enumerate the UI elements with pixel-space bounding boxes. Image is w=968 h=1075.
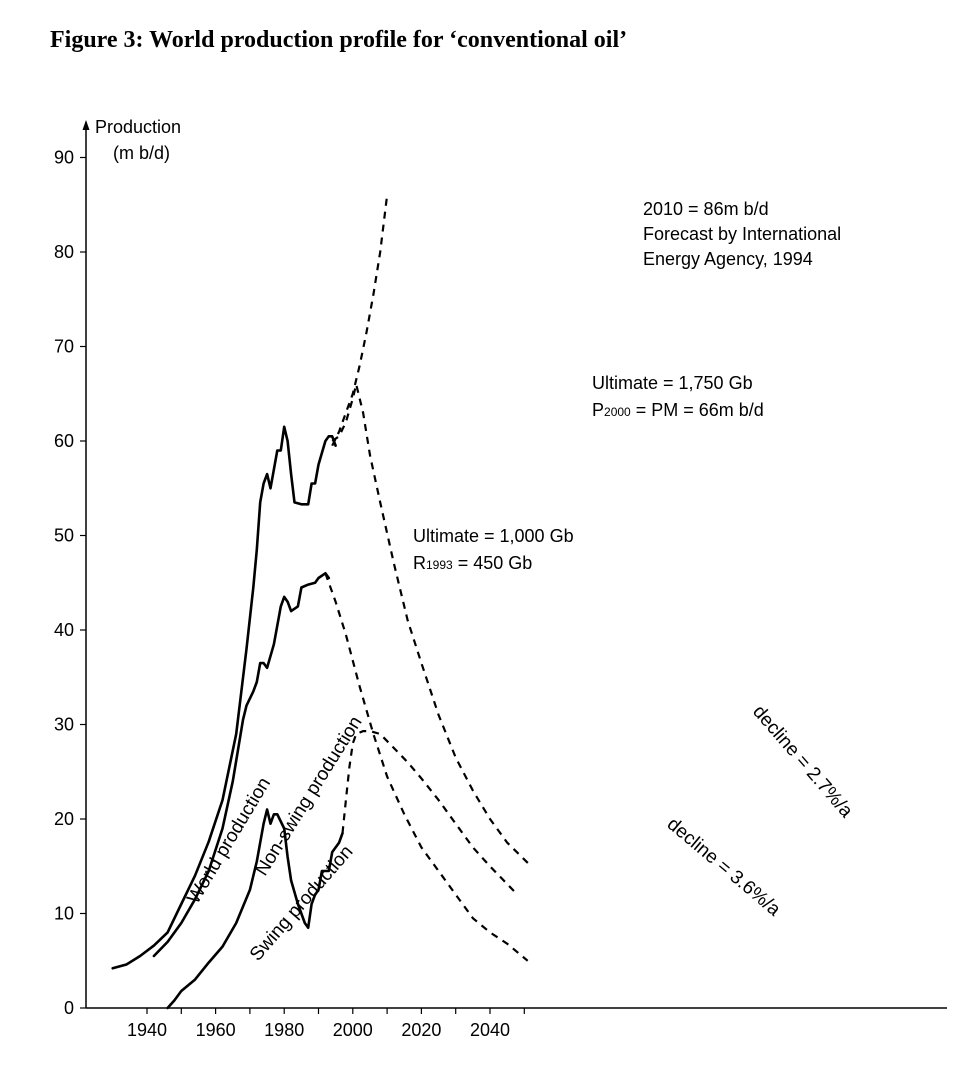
series-layer bbox=[111, 195, 532, 1010]
series-line-iea bbox=[331, 195, 389, 447]
y-tick-label: 70 bbox=[54, 337, 74, 357]
y-axis-label-line2: (m b/d) bbox=[113, 143, 170, 163]
x-tick-label: 2040 bbox=[470, 1020, 510, 1040]
ultimate-1000-line2: R1993 = 450 Gb bbox=[413, 553, 532, 573]
y-tick-label: 40 bbox=[54, 620, 74, 640]
y-axis-label-line1: Production bbox=[95, 117, 181, 137]
series-line-swing bbox=[166, 808, 344, 1010]
y-ticks: 0 10 20 30 40 50 60 70 80 90 bbox=[54, 148, 86, 1018]
x-ticks: 1940 1960 1980 2000 2020 2040 bbox=[127, 1008, 525, 1040]
x-tick-label: 2000 bbox=[333, 1020, 373, 1040]
x-tick-label: 1980 bbox=[264, 1020, 304, 1040]
ultimate-1000-line1: Ultimate = 1,000 Gb bbox=[413, 526, 574, 546]
x-tick-label: 2020 bbox=[401, 1020, 441, 1040]
y-tick-label: 90 bbox=[54, 148, 74, 168]
series-line-world bbox=[111, 425, 337, 970]
series-line-proj1000 bbox=[324, 572, 529, 962]
y-tick-label: 20 bbox=[54, 809, 74, 829]
iea-annotation-line3: Energy Agency, 1994 bbox=[643, 249, 813, 269]
iea-annotation-line1: 2010 = 86m b/d bbox=[643, 199, 769, 219]
series-line-proj1750 bbox=[331, 384, 532, 868]
decline-2-7-label: decline = 2.7%/a bbox=[748, 702, 857, 823]
x-tick-label: 1940 bbox=[127, 1020, 167, 1040]
iea-annotation-line2: Forecast by International bbox=[643, 224, 841, 244]
ultimate-1750-line1: Ultimate = 1,750 Gb bbox=[592, 373, 753, 393]
series-line-swingproj bbox=[341, 730, 519, 896]
x-tick-label: 1960 bbox=[196, 1020, 236, 1040]
y-tick-label: 10 bbox=[54, 904, 74, 924]
figure-title: Figure 3: World production profile for ‘… bbox=[50, 27, 628, 53]
decline-3-6-label: decline = 3.6%/a bbox=[663, 814, 785, 921]
y-axis-arrow-icon bbox=[82, 120, 90, 130]
ultimate-1750-line2: P2000 = PM = 66m b/d bbox=[592, 400, 764, 420]
y-tick-label: 0 bbox=[64, 998, 74, 1018]
y-tick-label: 50 bbox=[54, 526, 74, 546]
series-line-nonswing bbox=[152, 572, 331, 958]
y-tick-label: 60 bbox=[54, 431, 74, 451]
y-tick-label: 30 bbox=[54, 715, 74, 735]
y-tick-label: 80 bbox=[54, 242, 74, 262]
axes bbox=[82, 120, 947, 1009]
